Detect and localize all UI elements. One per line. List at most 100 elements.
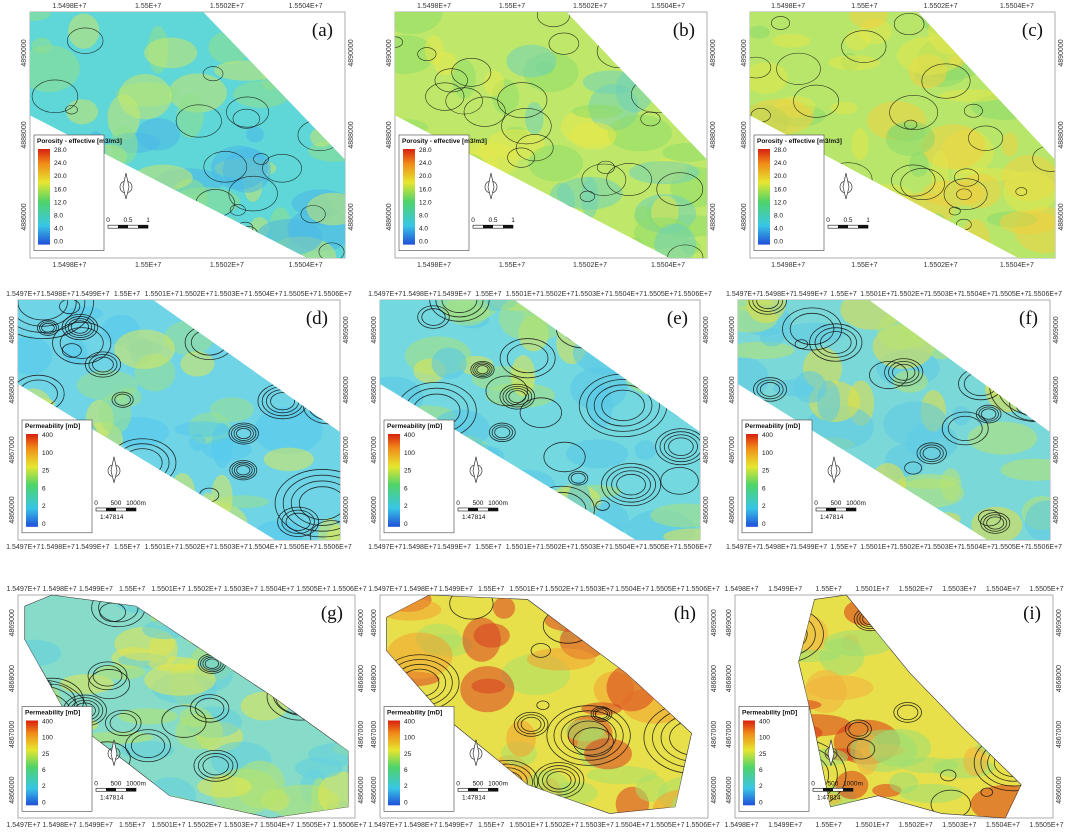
contour-line	[669, 719, 692, 756]
contour-line	[39, 321, 57, 335]
scale-label: 1000m	[843, 780, 863, 787]
legend-tick-label: 0	[42, 799, 46, 806]
x-tick-label: 1.5506E+7	[318, 291, 352, 298]
x-tick-label: 1.5505E+7	[650, 586, 684, 593]
color-patch	[746, 300, 786, 324]
color-patch	[798, 714, 852, 737]
x-tick-label: 1.5499E+7	[75, 544, 109, 551]
contour-line	[189, 694, 230, 723]
legend-tick-label: 25	[404, 751, 412, 758]
color-patch	[452, 59, 477, 99]
north-arrow	[122, 172, 130, 200]
x-tick-label: 1.55E+7	[831, 544, 857, 551]
x-tick-label: 1.5506E+7	[318, 544, 352, 551]
contour-line	[798, 744, 838, 806]
panel-label: (a)	[312, 20, 333, 41]
x-tick-label: 1.5504E+7	[260, 586, 294, 593]
scale-bar	[106, 788, 116, 792]
x-tick-label: 1.5502E+7	[540, 291, 574, 298]
contour-line	[52, 321, 112, 365]
color-patch	[851, 127, 869, 161]
color-bar	[26, 720, 38, 806]
color-patch	[607, 114, 673, 152]
contour-line	[449, 595, 494, 620]
scale-label: 1000m	[488, 500, 508, 507]
legend-title: Permeability [mD]	[25, 423, 80, 430]
x-tick-label: 1.5501E+7	[860, 544, 894, 551]
legend-title: Porosity - effective [m3/m3]	[757, 138, 842, 145]
x-tick-label: 1.5504E+7	[961, 544, 995, 551]
contour-line	[435, 300, 484, 318]
contour-line	[956, 188, 972, 200]
scale-bar	[138, 225, 148, 229]
contour-line	[130, 733, 166, 758]
x-tick-label: 1.5505E+7	[994, 291, 1028, 298]
contour-line	[463, 96, 506, 127]
x-tick-label: 1.5499E+7	[768, 586, 802, 593]
contour-line	[61, 313, 99, 341]
contour-line	[507, 147, 535, 168]
legend-title: Permeability [mD]	[387, 710, 442, 717]
contour-line	[941, 411, 989, 446]
contour-line	[560, 715, 617, 756]
north-arrow	[487, 172, 495, 200]
x-tick-label: 1.5504E+7	[1000, 3, 1034, 10]
contour-line	[502, 385, 533, 408]
contour-line	[980, 408, 997, 420]
color-patch	[66, 99, 99, 125]
panel-label: (i)	[1023, 603, 1041, 624]
x-tick-label: 1.5502E+7	[894, 291, 928, 298]
contour-line	[472, 362, 493, 378]
contour-line	[947, 415, 983, 442]
contour-line	[488, 422, 516, 442]
contour-line	[789, 312, 835, 345]
x-tick-label: 1.5506E+7	[333, 822, 367, 829]
contour-line	[262, 153, 302, 183]
legend-tick-label: 4.0	[54, 226, 63, 233]
scale-label: 500	[111, 500, 122, 507]
color-patch	[189, 434, 206, 452]
panel-label: (h)	[674, 603, 696, 624]
color-patch	[18, 336, 53, 375]
legend-tick-label: 4.0	[419, 226, 428, 233]
contour-line	[798, 750, 830, 800]
panel-label: (f)	[1019, 308, 1038, 329]
x-tick-label: 1.55E+7	[816, 586, 842, 593]
y-tick-label: 4869000	[1053, 316, 1060, 343]
contour-line	[429, 300, 490, 322]
contour-line	[66, 27, 104, 54]
scale-label: 1:47814	[100, 514, 124, 521]
legend-tick-label: 16.0	[774, 186, 787, 193]
legend-tick-label: 0.0	[54, 239, 63, 246]
x-tick-label: 1.5497E+7	[6, 544, 40, 551]
y-tick-label: 4869000	[729, 316, 736, 343]
y-tick-label: 4866000	[343, 496, 350, 523]
contour-line	[980, 787, 994, 797]
contour-line	[530, 643, 551, 658]
y-tick-label: 4888000	[386, 121, 393, 148]
contour-line	[318, 242, 345, 258]
x-tick-label: 1.5502E+7	[540, 544, 574, 551]
legend-tick-label: 28.0	[54, 147, 67, 154]
panel-label: (g)	[321, 603, 343, 624]
contour-line	[18, 300, 94, 340]
x-tick-label: 1.5505E+7	[296, 586, 330, 593]
scale-label: 500	[473, 780, 484, 787]
y-tick-label: 4868000	[371, 376, 378, 403]
map-panel: (d)1.5497E+71.5497E+71.5498E+71.5498E+71…	[6, 291, 352, 551]
scale-label: 0	[826, 217, 830, 224]
y-tick-label: 4868000	[703, 376, 710, 403]
contour-line	[253, 153, 269, 165]
legend-tick-label: 2	[42, 783, 46, 790]
x-tick-label: 1.5506E+7	[686, 586, 720, 593]
contour-line	[595, 500, 610, 511]
contour-line	[499, 338, 556, 379]
contour-line	[759, 382, 781, 397]
color-patch	[110, 126, 138, 165]
contour-line	[940, 769, 957, 782]
legend-tick-label: 8.0	[774, 212, 783, 219]
color-patch	[386, 632, 453, 679]
contour-line	[668, 437, 694, 456]
x-tick-label: 1.5503E+7	[575, 544, 609, 551]
legend-tick-label: 12.0	[774, 199, 787, 206]
